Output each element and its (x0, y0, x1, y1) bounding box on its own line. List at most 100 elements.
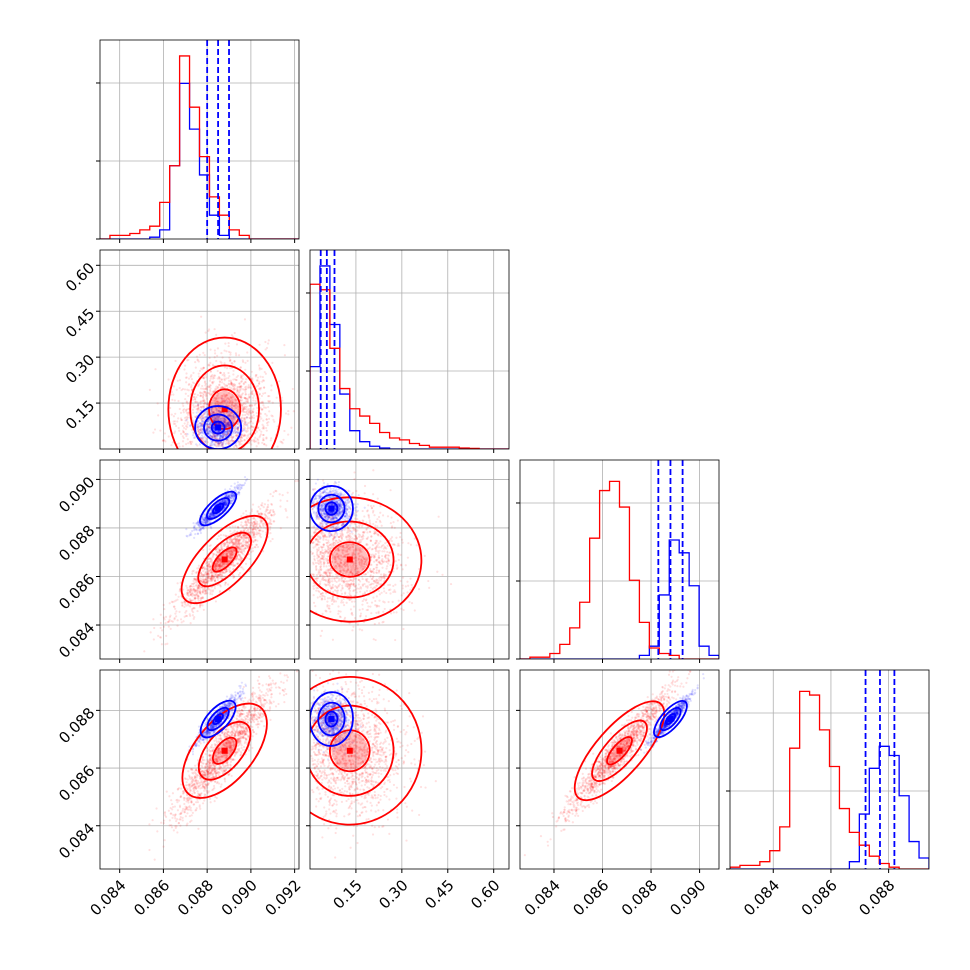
scatter-point (216, 563, 219, 566)
scatter-point (206, 441, 209, 444)
scatter-point (282, 438, 285, 441)
scatter-point (157, 414, 160, 417)
scatter-point (199, 429, 203, 432)
scatter-point (261, 519, 264, 522)
scatter-point (202, 351, 205, 354)
scatter-point (203, 402, 206, 405)
scatter-point (252, 536, 256, 539)
scatter-point (197, 428, 200, 431)
scatter-point (185, 443, 188, 446)
scatter-point (254, 374, 257, 377)
scatter-point (228, 422, 231, 425)
scatter-point (237, 428, 240, 432)
scatter-point (184, 364, 187, 367)
scatter-point (262, 419, 265, 422)
scatter-point (259, 513, 262, 516)
scatter-point (207, 329, 210, 333)
scatter-point (168, 615, 172, 619)
scatter-point (208, 429, 211, 433)
scatter-point (259, 388, 262, 391)
scatter-point (251, 536, 254, 539)
scatter-point (218, 565, 221, 568)
scatter-point (228, 409, 231, 412)
scatter-point (229, 411, 233, 415)
scatter-point (209, 592, 212, 596)
scatter-point (216, 411, 219, 414)
scatter-point (197, 430, 200, 433)
scatter-point (197, 384, 200, 387)
scatter-point (161, 439, 165, 442)
scatter-point (204, 382, 207, 385)
scatter-point (244, 361, 247, 364)
scatter-point (221, 436, 225, 439)
scatter-point (189, 593, 192, 597)
scatter-point (242, 424, 245, 428)
scatter-point (243, 527, 247, 531)
scatter-point (214, 417, 217, 420)
scatter-point (205, 573, 208, 576)
scatter-point (230, 411, 234, 414)
scatter-point (232, 416, 235, 419)
scatter-point (223, 563, 226, 566)
scatter-point (215, 400, 219, 403)
scatter-point (200, 424, 203, 427)
scatter-point (241, 566, 244, 569)
scatter-point (226, 425, 230, 428)
scatter-point (243, 426, 246, 429)
scatter-point (244, 537, 248, 540)
scatter-point (250, 370, 253, 373)
scatter-point (225, 384, 229, 387)
scatter-point (212, 390, 215, 393)
scatter-point (201, 417, 204, 420)
scatter-point (215, 441, 218, 444)
scatter-point (244, 547, 247, 550)
scatter-point (220, 544, 223, 547)
scatter-point (233, 549, 236, 552)
scatter-point (237, 390, 240, 393)
scatter-point (227, 414, 230, 417)
scatter-point (186, 423, 189, 426)
scatter-point (217, 430, 220, 433)
scatter-point (227, 404, 231, 407)
scatter-point (185, 408, 189, 411)
scatter-point (178, 429, 181, 432)
scatter-point (244, 509, 248, 513)
scatter-point (253, 520, 256, 524)
scatter-point (226, 439, 229, 442)
scatter-point (222, 442, 225, 445)
scatter-point (192, 577, 196, 580)
scatter-point (237, 430, 241, 433)
scatter-point (209, 434, 212, 438)
scatter-point (279, 505, 282, 508)
scatter-point (191, 593, 194, 596)
scatter-point (190, 374, 193, 377)
scatter-point (215, 398, 218, 401)
scatter-point (224, 431, 227, 434)
scatter-point (199, 401, 202, 404)
scatter-point (202, 416, 205, 419)
scatter-point (183, 615, 186, 618)
scatter-point (228, 487, 232, 491)
scatter-point (220, 395, 223, 398)
scatter-point (185, 400, 188, 403)
scatter-point (210, 392, 214, 395)
scatter-point (211, 576, 215, 579)
scatter-point (260, 504, 263, 507)
scatter-point (239, 435, 243, 438)
scatter-point (215, 560, 219, 563)
scatter-point (196, 532, 199, 535)
scatter-point (185, 410, 188, 413)
scatter-point (268, 521, 271, 525)
scatter-point (185, 609, 188, 613)
scatter-point (199, 394, 202, 397)
scatter-point (236, 427, 240, 431)
scatter-point (225, 441, 228, 444)
scatter-point (196, 407, 199, 411)
scatter-point (207, 385, 210, 388)
scatter-point (230, 538, 233, 542)
scatter-point (198, 525, 201, 528)
scatter-point (274, 489, 277, 492)
scatter-point (251, 523, 254, 526)
scatter-point (209, 435, 212, 438)
scatter-point (265, 508, 268, 511)
